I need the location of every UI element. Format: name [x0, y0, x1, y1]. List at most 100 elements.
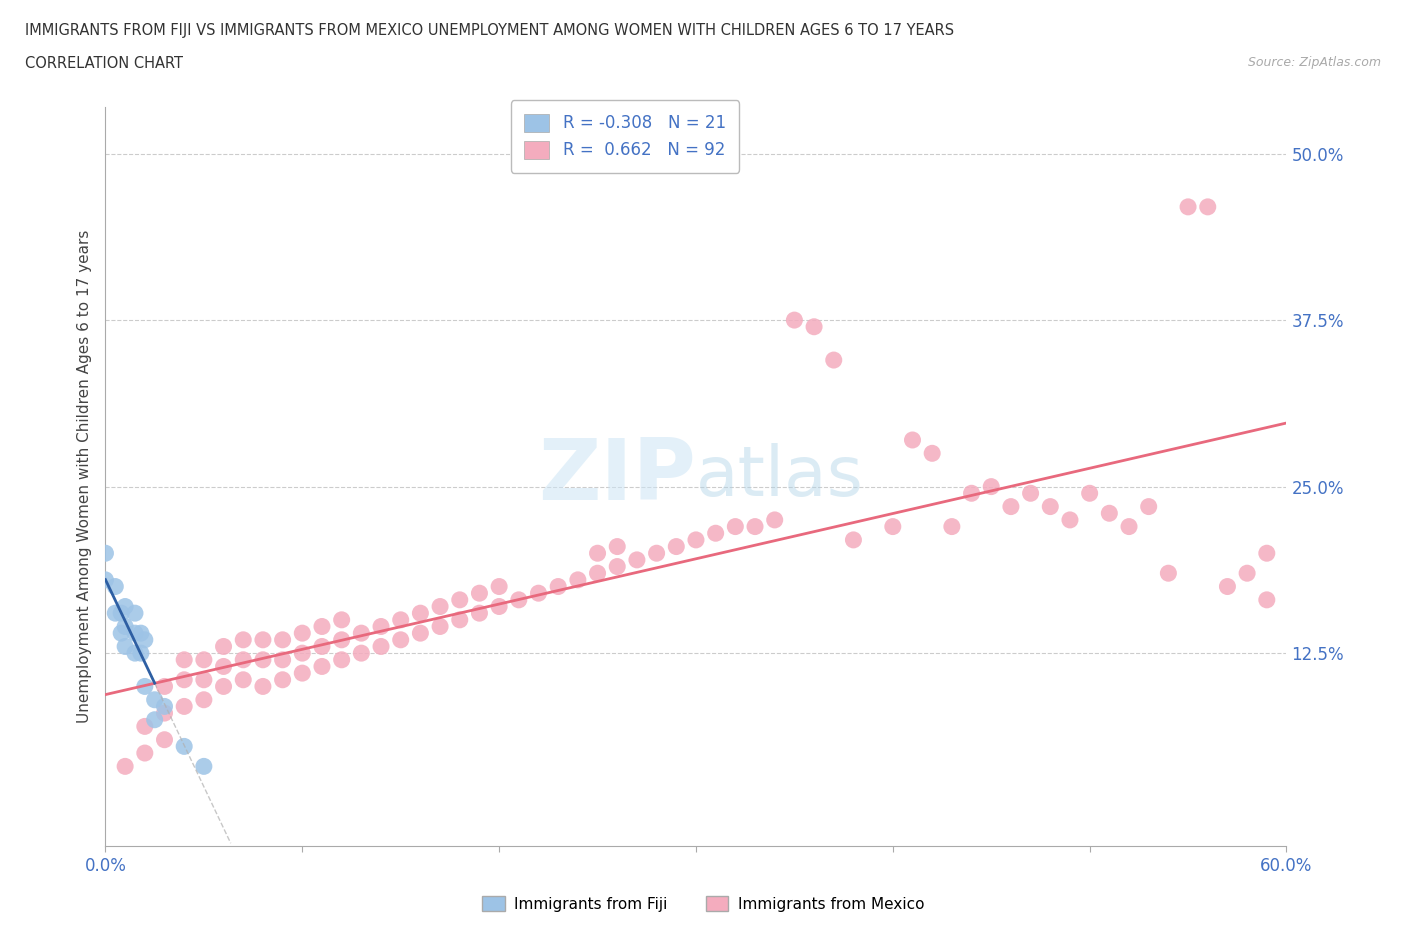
- Point: [508, 592, 530, 607]
- Point: [94, 546, 117, 561]
- Point: [129, 645, 152, 660]
- Point: [94, 573, 117, 588]
- Point: [901, 432, 924, 447]
- Point: [370, 619, 392, 634]
- Point: [350, 626, 373, 641]
- Point: [1118, 519, 1140, 534]
- Point: [143, 712, 166, 727]
- Legend: Immigrants from Fiji, Immigrants from Mexico: Immigrants from Fiji, Immigrants from Me…: [475, 889, 931, 918]
- Point: [1137, 499, 1160, 514]
- Point: [232, 632, 254, 647]
- Point: [311, 659, 333, 674]
- Point: [370, 639, 392, 654]
- Point: [134, 746, 156, 761]
- Point: [173, 739, 195, 754]
- Point: [645, 546, 668, 561]
- Point: [606, 539, 628, 554]
- Point: [724, 519, 747, 534]
- Point: [153, 699, 176, 714]
- Point: [114, 599, 136, 614]
- Point: [330, 632, 353, 647]
- Point: [685, 533, 707, 548]
- Point: [124, 626, 146, 641]
- Point: [311, 619, 333, 634]
- Point: [153, 706, 176, 721]
- Point: [1039, 499, 1062, 514]
- Text: IMMIGRANTS FROM FIJI VS IMMIGRANTS FROM MEXICO UNEMPLOYMENT AMONG WOMEN WITH CHI: IMMIGRANTS FROM FIJI VS IMMIGRANTS FROM …: [25, 23, 955, 38]
- Point: [744, 519, 766, 534]
- Point: [980, 479, 1002, 494]
- Point: [1059, 512, 1081, 527]
- Point: [1177, 199, 1199, 214]
- Point: [252, 632, 274, 647]
- Point: [389, 632, 412, 647]
- Point: [882, 519, 904, 534]
- Text: Source: ZipAtlas.com: Source: ZipAtlas.com: [1247, 56, 1381, 69]
- Point: [606, 559, 628, 574]
- Point: [449, 612, 471, 627]
- Point: [134, 719, 156, 734]
- Point: [409, 605, 432, 620]
- Point: [783, 312, 806, 327]
- Point: [1236, 565, 1258, 580]
- Point: [1256, 592, 1278, 607]
- Point: [232, 672, 254, 687]
- Text: atlas: atlas: [696, 443, 863, 511]
- Point: [350, 645, 373, 660]
- Text: ZIP: ZIP: [538, 435, 696, 518]
- Point: [429, 619, 451, 634]
- Point: [763, 512, 786, 527]
- Point: [129, 626, 152, 641]
- Point: [449, 592, 471, 607]
- Point: [114, 619, 136, 634]
- Point: [567, 573, 589, 588]
- Point: [409, 626, 432, 641]
- Point: [114, 639, 136, 654]
- Point: [271, 632, 294, 647]
- Point: [488, 599, 510, 614]
- Point: [1216, 579, 1239, 594]
- Point: [271, 652, 294, 667]
- Point: [1000, 499, 1022, 514]
- Point: [1098, 506, 1121, 521]
- Point: [212, 679, 235, 694]
- Point: [1019, 485, 1042, 500]
- Point: [547, 579, 569, 594]
- Point: [232, 652, 254, 667]
- Point: [114, 759, 136, 774]
- Point: [803, 319, 825, 334]
- Point: [153, 732, 176, 747]
- Point: [110, 626, 132, 641]
- Point: [193, 759, 215, 774]
- Point: [1197, 199, 1219, 214]
- Point: [960, 485, 983, 500]
- Point: [271, 672, 294, 687]
- Point: [1078, 485, 1101, 500]
- Point: [291, 626, 314, 641]
- Point: [1256, 546, 1278, 561]
- Point: [704, 525, 727, 540]
- Point: [134, 632, 156, 647]
- Point: [104, 605, 127, 620]
- Point: [311, 639, 333, 654]
- Point: [586, 565, 609, 580]
- Point: [586, 546, 609, 561]
- Point: [291, 645, 314, 660]
- Point: [173, 699, 195, 714]
- Point: [842, 533, 865, 548]
- Point: [124, 605, 146, 620]
- Point: [110, 605, 132, 620]
- Point: [252, 652, 274, 667]
- Point: [665, 539, 688, 554]
- Point: [626, 552, 648, 567]
- Point: [389, 612, 412, 627]
- Text: CORRELATION CHART: CORRELATION CHART: [25, 56, 183, 71]
- Point: [124, 645, 146, 660]
- Point: [134, 679, 156, 694]
- Point: [941, 519, 963, 534]
- Point: [212, 639, 235, 654]
- Point: [330, 652, 353, 667]
- Point: [153, 679, 176, 694]
- Point: [193, 652, 215, 667]
- Point: [1157, 565, 1180, 580]
